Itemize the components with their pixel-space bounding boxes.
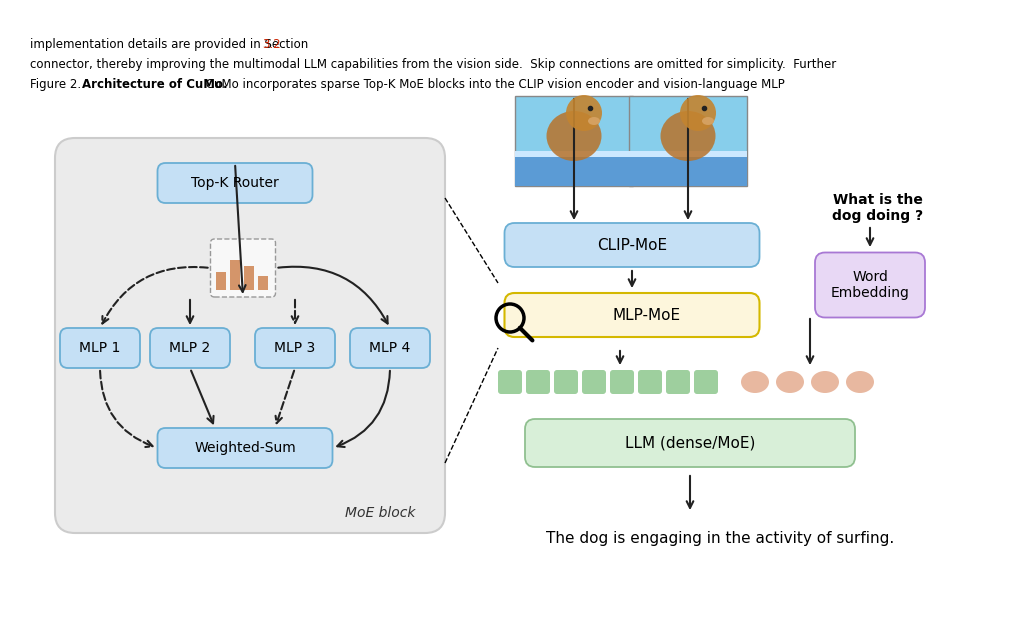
Text: MLP-MoE: MLP-MoE [613,308,681,322]
Circle shape [680,95,716,131]
FancyBboxPatch shape [694,370,718,394]
Bar [629,151,746,157]
FancyBboxPatch shape [350,328,430,368]
FancyBboxPatch shape [610,370,634,394]
Ellipse shape [547,111,601,161]
Bar [244,266,254,290]
FancyBboxPatch shape [638,370,662,394]
FancyBboxPatch shape [211,239,275,297]
Bar [216,272,226,290]
Bar [629,96,746,186]
FancyBboxPatch shape [666,370,690,394]
Text: .: . [282,38,286,51]
FancyBboxPatch shape [554,370,578,394]
Ellipse shape [811,371,839,393]
FancyBboxPatch shape [526,370,550,394]
Bar [515,151,633,157]
Ellipse shape [660,111,716,161]
Text: MoE block: MoE block [345,506,415,520]
Bar [258,276,268,290]
Text: Weighted-Sum: Weighted-Sum [195,441,296,455]
FancyBboxPatch shape [158,163,312,203]
FancyBboxPatch shape [55,138,445,533]
FancyBboxPatch shape [582,370,606,394]
Ellipse shape [846,371,874,393]
Text: CuMo incorporates sparse Top-K MoE blocks into the CLIP vision encoder and visio: CuMo incorporates sparse Top-K MoE block… [202,78,784,91]
Text: Architecture of CuMo.: Architecture of CuMo. [82,78,227,91]
Text: MLP 3: MLP 3 [274,341,315,355]
Text: implementation details are provided in Section: implementation details are provided in S… [30,38,312,51]
Text: What is the
dog doing ?: What is the dog doing ? [833,193,924,223]
Bar [230,260,240,290]
Ellipse shape [741,371,769,393]
Text: MLP 4: MLP 4 [370,341,411,355]
Text: connector, thereby improving the multimodal LLM capabilities from the vision sid: connector, thereby improving the multimo… [30,58,837,71]
Text: CLIP-MoE: CLIP-MoE [597,237,667,253]
Text: 3.2: 3.2 [262,38,281,51]
Text: MLP 2: MLP 2 [169,341,211,355]
Text: Word
Embedding: Word Embedding [830,270,909,300]
FancyBboxPatch shape [498,370,522,394]
Text: LLM (dense/MoE): LLM (dense/MoE) [625,436,755,450]
FancyBboxPatch shape [255,328,335,368]
Ellipse shape [588,117,600,125]
FancyBboxPatch shape [505,223,760,267]
Text: Top-K Router: Top-K Router [191,176,279,190]
Ellipse shape [702,117,714,125]
Bar [515,96,633,186]
Text: The dog is engaging in the activity of surfing.: The dog is engaging in the activity of s… [546,531,894,545]
FancyBboxPatch shape [60,328,140,368]
Ellipse shape [776,371,804,393]
Bar [629,154,746,186]
Circle shape [566,95,602,131]
FancyBboxPatch shape [525,419,855,467]
Bar [515,154,633,186]
FancyBboxPatch shape [815,253,925,318]
Text: MLP 1: MLP 1 [79,341,121,355]
FancyBboxPatch shape [150,328,230,368]
FancyBboxPatch shape [158,428,333,468]
FancyBboxPatch shape [505,293,760,337]
Text: Figure 2.: Figure 2. [30,78,85,91]
